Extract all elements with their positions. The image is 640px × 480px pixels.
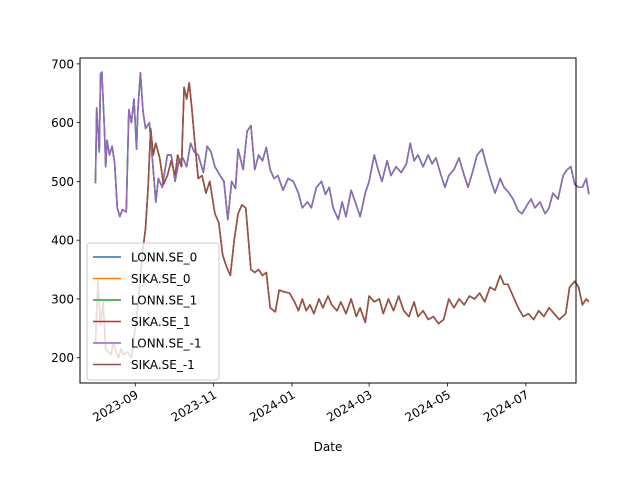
x-axis: 2023-09 2023-11 2024-01 2024-03 2024-05 2024-… — [90, 383, 531, 425]
x-tick-label: 2023-09 — [90, 387, 140, 424]
series-line-lonn-se-1 — [94, 71, 590, 221]
y-tick-label: 400 — [51, 234, 74, 248]
legend-label: SIKA.SE_0 — [131, 272, 190, 286]
legend-label: LONN.SE_0 — [131, 251, 197, 265]
legend-label: LONN.SE_1 — [131, 294, 197, 308]
x-axis-label: Date — [314, 440, 343, 454]
x-tick-label: 2023-11 — [169, 387, 219, 424]
legend-label: SIKA.SE_-1 — [131, 358, 195, 372]
legend-label: SIKA.SE_1 — [131, 315, 190, 329]
legend-box — [86, 242, 220, 381]
series-line-sika-se-1 — [94, 81, 590, 359]
plot-frame — [79, 57, 577, 384]
y-axis: 200 300 400 500 600 700 — [51, 57, 80, 365]
x-tick-label: 2024-07 — [481, 387, 531, 424]
y-tick-label: 500 — [51, 175, 74, 189]
x-tick-label: 2024-03 — [324, 387, 374, 424]
x-tick-label: 2024-05 — [403, 387, 453, 424]
y-tick-label: 700 — [51, 57, 74, 71]
x-tick-label: 2024-01 — [247, 387, 297, 424]
y-tick-label: 300 — [51, 292, 74, 306]
y-tick-label: 200 — [51, 351, 74, 365]
series-layer — [94, 71, 590, 359]
y-tick-label: 600 — [51, 116, 74, 130]
legend-label: LONN.SE_-1 — [131, 337, 202, 351]
legend: LONN.SE_0 SIKA.SE_0 LONN.SE_1 SIKA.SE_1 LONN… — [86, 242, 220, 381]
